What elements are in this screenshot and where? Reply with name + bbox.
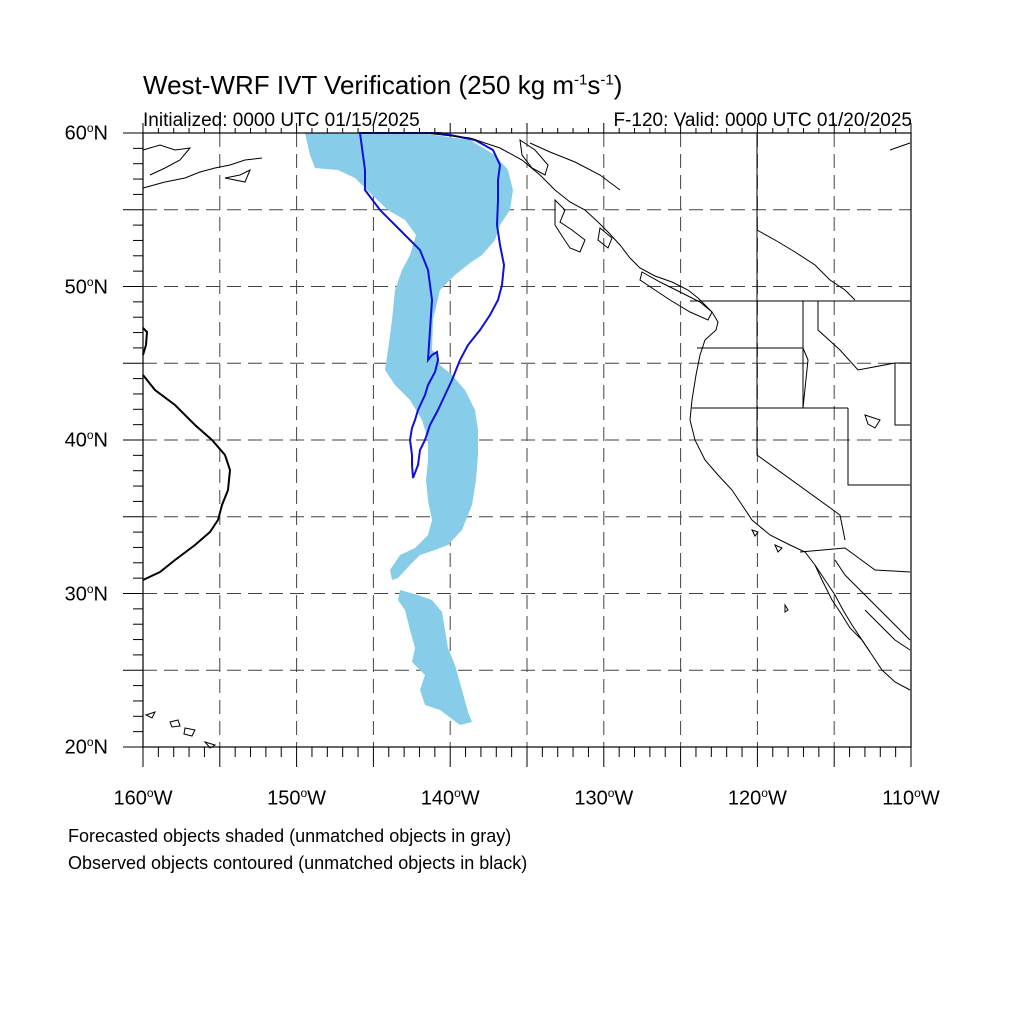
figure-title: West-WRF IVT Verification (250 kg m-1s-1…: [143, 70, 622, 101]
lon-label-hemisphere: W: [614, 787, 634, 810]
lat-label-value: 40: [64, 429, 87, 452]
coastlines-and-borders: [142, 132, 911, 749]
lon-label-hemisphere: W: [920, 787, 940, 810]
lat-label-value: 60: [64, 122, 87, 145]
valid-time: F-120: Valid: 0000 UTC 01/20/2025: [613, 110, 912, 131]
lat-label-hemisphere: N: [93, 583, 108, 606]
lat-lon-grid: [143, 133, 911, 747]
lat-label: 40oN: [28, 428, 108, 453]
degree-symbol: o: [86, 581, 94, 596]
lon-label: 140oW: [421, 786, 480, 811]
lon-label-value: 140: [420, 787, 455, 810]
degree-symbol: o: [86, 428, 94, 442]
title-exponent-1: -1: [574, 71, 588, 89]
lat-label: 30oN: [28, 582, 108, 607]
lon-label-hemisphere: W: [153, 787, 173, 810]
axis-ticks: [123, 123, 912, 767]
initialized-time: Initialized: 0000 UTC 01/15/2025: [143, 110, 420, 131]
lon-label-value: 160: [113, 787, 147, 810]
lat-label-value: 50: [64, 276, 87, 299]
lat-label: 60oN: [28, 121, 108, 146]
lon-label: 130oW: [574, 786, 633, 811]
degree-symbol: o: [300, 786, 308, 800]
degree-symbol: o: [761, 786, 768, 800]
degree-symbol: o: [607, 786, 615, 800]
lon-label: 120oW: [728, 786, 787, 811]
lon-label-value: 110: [882, 787, 915, 810]
lat-label-value: 20: [64, 736, 87, 759]
footnote-forecast: Forecasted objects shaded (unmatched obj…: [68, 826, 512, 846]
title-unit-s: s: [587, 70, 601, 100]
unmatched-observed-contour-edge: [142, 327, 149, 356]
lon-label: 160oW: [114, 786, 173, 811]
title-exponent-2: -1: [600, 71, 614, 89]
lat-label-value: 30: [64, 583, 87, 606]
lon-label-value: 130: [574, 787, 608, 810]
map-frame: [142, 132, 912, 748]
lat-label: 50oN: [28, 275, 108, 300]
unmatched-observed-contour: [142, 374, 232, 581]
forecast-ivt-object-north: [305, 133, 513, 580]
forecast-ivt-object-south: [398, 590, 472, 725]
lon-label-hemisphere: W: [767, 787, 787, 810]
lat-label-hemisphere: N: [93, 276, 108, 299]
lat-label-hemisphere: N: [93, 736, 108, 759]
footnote-observed: Observed objects contoured (unmatched ob…: [68, 853, 528, 873]
lat-label-hemisphere: N: [93, 122, 108, 145]
degree-symbol: o: [454, 786, 461, 800]
degree-symbol: o: [86, 735, 94, 749]
observed-ivt-contour: [358, 132, 506, 479]
lat-label-hemisphere: N: [93, 429, 108, 452]
title-close: ): [613, 70, 623, 100]
title-main: West-WRF IVT Verification (250 kg m: [143, 70, 575, 100]
lon-label-value: 120: [727, 787, 762, 810]
lon-label-hemisphere: W: [460, 787, 480, 810]
degree-symbol: o: [146, 786, 154, 800]
lon-label: 110oW: [882, 786, 939, 811]
degree-symbol: o: [86, 274, 94, 289]
degree-symbol: o: [914, 786, 921, 800]
lon-label-hemisphere: W: [307, 787, 327, 810]
lon-label: 150oW: [267, 786, 326, 811]
lat-label: 20oN: [28, 735, 108, 760]
lon-label-value: 150: [267, 787, 301, 810]
degree-symbol: o: [86, 121, 94, 135]
